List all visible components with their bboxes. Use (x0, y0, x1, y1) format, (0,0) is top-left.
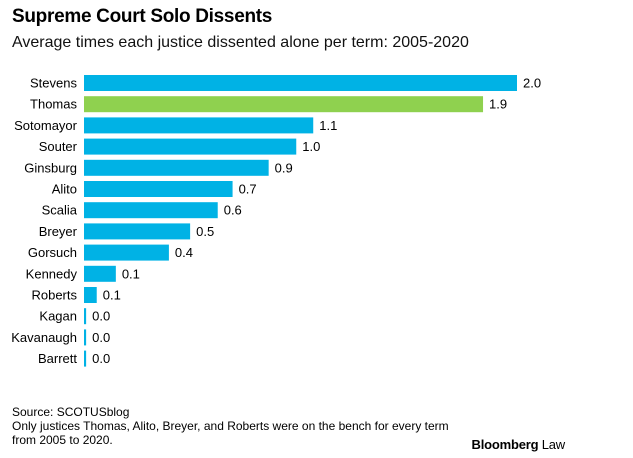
value-label-barrett: 0.0 (92, 351, 110, 366)
value-label-roberts: 0.1 (103, 288, 121, 303)
bar-barrett (84, 350, 87, 367)
value-label-ginsburg: 0.9 (275, 160, 293, 175)
brand-name: Bloomberg (471, 437, 539, 452)
value-label-scalia: 0.6 (224, 203, 242, 218)
category-label-stevens: Stevens (30, 76, 77, 91)
footer: Source: SCOTUSblog Only justices Thomas,… (12, 405, 449, 447)
category-label-kennedy: Kennedy (26, 266, 78, 281)
value-label-kagan: 0.0 (92, 309, 110, 324)
bar-roberts (84, 287, 97, 303)
category-label-gorsuch: Gorsuch (28, 245, 77, 260)
footnote-line-1: Only justices Thomas, Alito, Breyer, and… (12, 419, 449, 433)
bar-kavanaugh (84, 329, 87, 346)
bar-breyer (84, 223, 191, 240)
bar-thomas (84, 96, 484, 113)
value-label-breyer: 0.5 (196, 224, 214, 239)
value-label-souter: 1.0 (302, 139, 320, 154)
category-label-scalia: Scalia (42, 203, 78, 218)
bar-stevens (84, 75, 517, 91)
bar-scalia (84, 202, 218, 219)
category-label-breyer: Breyer (39, 224, 78, 239)
category-label-barrett: Barrett (38, 351, 77, 366)
value-label-alito: 0.7 (239, 182, 257, 197)
value-label-kennedy: 0.1 (122, 266, 140, 281)
brand-sub: Law (541, 437, 565, 452)
category-label-thomas: Thomas (30, 97, 77, 112)
bar-sotomayor (84, 117, 314, 134)
footnote-line-2: from 2005 to 2020. (12, 433, 113, 447)
category-label-kagan: Kagan (39, 309, 77, 324)
chart-subtitle: Average times each justice dissented alo… (12, 34, 469, 51)
category-label-ginsburg: Ginsburg (24, 160, 77, 175)
value-label-thomas: 1.9 (489, 97, 507, 112)
chart-title: Supreme Court Solo Dissents (12, 6, 273, 27)
bar-ginsburg (84, 159, 269, 176)
value-label-sotomayor: 1.1 (319, 118, 337, 133)
category-label-sotomayor: Sotomayor (14, 118, 78, 133)
bar-gorsuch (84, 244, 169, 261)
bloomberg-law-logo: Bloomberg Law (471, 437, 566, 452)
bar-kennedy (84, 265, 116, 282)
bar-souter (84, 138, 297, 155)
category-label-souter: Souter (39, 139, 78, 154)
category-label-alito: Alito (52, 182, 77, 197)
value-label-kavanaugh: 0.0 (92, 330, 110, 345)
bar-kagan (84, 308, 87, 325)
bar-alito (84, 181, 233, 197)
value-label-gorsuch: 0.4 (175, 245, 193, 260)
bar-chart: Stevens 2.0 Thomas 1.9 Sotomayor 1.1 Souter 1.0… (11, 75, 541, 367)
category-label-roberts: Roberts (31, 288, 77, 303)
value-label-stevens: 2.0 (523, 76, 541, 91)
category-label-kavanaugh: Kavanaugh (11, 330, 77, 345)
source-note: Source: SCOTUSblog (12, 405, 130, 419)
